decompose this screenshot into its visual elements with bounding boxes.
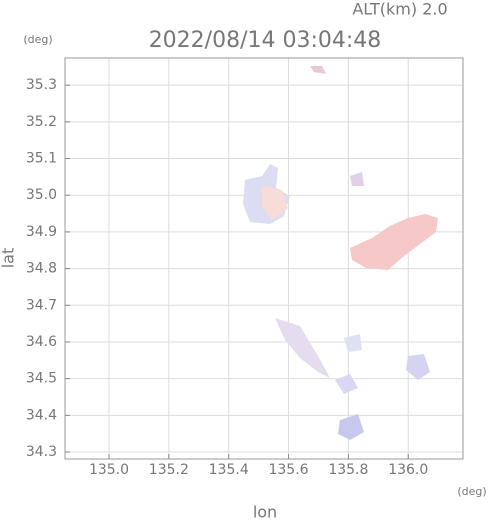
radar-echoes bbox=[243, 66, 438, 440]
y-tick-label: 35.3 bbox=[26, 77, 57, 93]
x-unit: (deg) bbox=[457, 485, 486, 498]
y-tick-label: 34.6 bbox=[26, 334, 57, 350]
echo-area bbox=[350, 214, 438, 270]
y-tick-label: 34.8 bbox=[26, 261, 57, 277]
echo-area bbox=[275, 318, 330, 378]
y-tick-label: 34.3 bbox=[26, 444, 57, 460]
echo-area bbox=[338, 414, 364, 440]
y-tick-label: 34.4 bbox=[26, 407, 57, 423]
x-tick-label: 135.4 bbox=[209, 462, 249, 478]
y-axis-label: lat bbox=[0, 248, 18, 269]
x-axis-label: lon bbox=[253, 503, 277, 521]
x-tick-label: 135.6 bbox=[268, 462, 308, 478]
y-tick-label: 34.7 bbox=[26, 297, 57, 313]
echo-area bbox=[310, 66, 326, 74]
echo-area bbox=[344, 334, 362, 352]
grid bbox=[65, 58, 463, 459]
x-tick-label: 136.0 bbox=[388, 462, 428, 478]
x-tick-label: 135.8 bbox=[328, 462, 368, 478]
echo-area bbox=[406, 354, 430, 380]
echo-area bbox=[350, 172, 364, 186]
y-tick-label: 35.0 bbox=[26, 187, 57, 203]
y-unit: (deg) bbox=[23, 33, 52, 46]
y-tick-label: 35.1 bbox=[26, 151, 57, 167]
x-tick-label: 135.2 bbox=[149, 462, 189, 478]
chart-subtitle: ALT(km) 2.0 bbox=[352, 0, 447, 19]
plot-frame bbox=[64, 57, 464, 460]
x-tick-label: 135.0 bbox=[89, 462, 129, 478]
y-tick-label: 34.5 bbox=[26, 371, 57, 387]
y-tick-label: 34.9 bbox=[26, 224, 57, 240]
y-tick-label: 35.2 bbox=[26, 114, 57, 130]
echo-area bbox=[335, 374, 358, 394]
chart-title: 2022/08/14 03:04:48 bbox=[149, 28, 382, 53]
echo-area bbox=[262, 186, 288, 220]
